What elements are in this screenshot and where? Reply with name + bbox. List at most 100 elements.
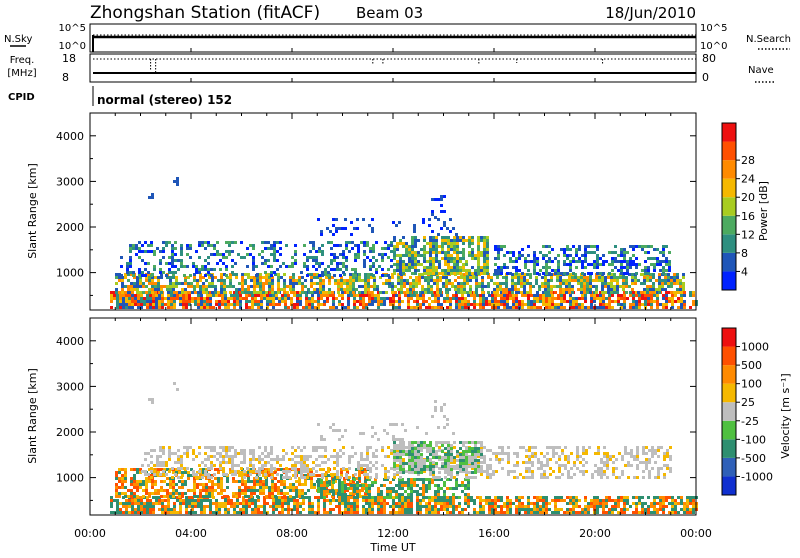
power-colorbar-swatch	[722, 123, 736, 142]
velocity-cell	[353, 484, 356, 487]
velocity-cell	[115, 471, 118, 474]
velocity-cell	[323, 508, 326, 511]
power-cell	[364, 285, 367, 288]
power-cell	[435, 266, 438, 269]
velocity-cell	[339, 455, 342, 458]
velocity-cell	[333, 461, 336, 464]
power-cell	[512, 266, 515, 269]
power-cell	[163, 285, 166, 288]
power-cell	[387, 256, 390, 259]
velocity-cell	[392, 487, 395, 490]
velocity-cell	[338, 502, 341, 505]
velocity-cell	[181, 486, 184, 489]
velocity-cell	[530, 508, 533, 511]
power-cell	[213, 268, 216, 271]
power-cell	[259, 273, 262, 276]
power-cell	[124, 285, 127, 288]
power-cell	[397, 276, 400, 279]
velocity-cell	[293, 505, 296, 508]
power-cell	[415, 285, 418, 288]
velocity-cell	[323, 505, 326, 508]
velocity-cell	[249, 473, 252, 476]
velocity-cell	[407, 508, 410, 511]
velocity-cell	[186, 446, 189, 449]
power-cell	[384, 274, 387, 277]
velocity-cell	[297, 446, 300, 449]
power-cell	[483, 260, 486, 263]
power-cell	[282, 262, 285, 265]
velocity-cell	[527, 502, 530, 505]
power-cell	[596, 245, 599, 248]
power-cell	[171, 253, 174, 256]
power-cell	[402, 272, 405, 275]
velocity-cell	[479, 496, 482, 499]
power-cell	[241, 279, 244, 282]
power-cell	[402, 263, 405, 266]
velocity-cell	[494, 502, 497, 505]
power-cell	[151, 193, 154, 196]
velocity-cell	[428, 499, 431, 502]
power-cell	[269, 297, 272, 300]
power-cell	[273, 271, 276, 274]
power-cell	[128, 303, 131, 306]
power-cell	[432, 242, 435, 245]
power-cell	[373, 285, 376, 288]
power-cell	[482, 297, 485, 300]
velocity-cell	[368, 487, 371, 490]
power-cell	[547, 285, 550, 288]
velocity-cell	[419, 487, 422, 490]
power-cell	[202, 291, 205, 294]
velocity-cell	[446, 487, 449, 490]
power-cell	[562, 279, 565, 282]
power-cell	[253, 285, 256, 288]
power-cell	[281, 294, 284, 297]
power-cell	[464, 303, 467, 306]
power-cell	[335, 218, 338, 221]
power-cell	[620, 269, 623, 272]
power-cell	[656, 300, 659, 303]
power-cell	[125, 303, 128, 306]
velocity-cell	[358, 471, 361, 474]
power-cell	[411, 239, 414, 242]
velocity-cell	[288, 470, 291, 473]
power-cell	[530, 294, 533, 297]
velocity-cell	[159, 464, 162, 467]
velocity-cell	[149, 502, 152, 505]
velocity-cell	[366, 467, 369, 470]
power-cell	[575, 254, 578, 257]
velocity-cell	[416, 499, 419, 502]
velocity-cell	[300, 470, 303, 473]
power-cell	[240, 256, 243, 259]
power-cell	[553, 285, 556, 288]
velocity-cell	[172, 480, 175, 483]
velocity-cell	[270, 476, 273, 479]
power-cell	[463, 282, 466, 285]
velocity-cell	[617, 502, 620, 505]
velocity-cell	[271, 483, 274, 486]
power-cell	[131, 294, 134, 297]
power-cell	[204, 265, 207, 268]
power-cell	[542, 272, 545, 275]
power-cell	[462, 263, 465, 266]
velocity-cell	[147, 464, 150, 467]
velocity-cell	[294, 476, 297, 479]
power-cell	[131, 297, 134, 300]
power-cell	[180, 253, 183, 256]
velocity-cell	[163, 495, 166, 498]
power-cell	[238, 282, 241, 285]
velocity-cell	[338, 493, 341, 496]
velocity-cell	[304, 480, 307, 483]
power-cell	[608, 306, 611, 309]
power-cell	[259, 279, 262, 282]
velocity-cell	[196, 486, 199, 489]
power-cell	[414, 239, 417, 242]
velocity-cell	[401, 481, 404, 484]
power-cell	[423, 251, 426, 254]
power-cell	[306, 274, 309, 277]
velocity-cell	[169, 492, 172, 495]
power-cell	[408, 245, 411, 248]
power-cell	[518, 300, 521, 303]
velocity-cell	[306, 467, 309, 470]
power-cell	[462, 251, 465, 254]
velocity-cell	[548, 508, 551, 511]
